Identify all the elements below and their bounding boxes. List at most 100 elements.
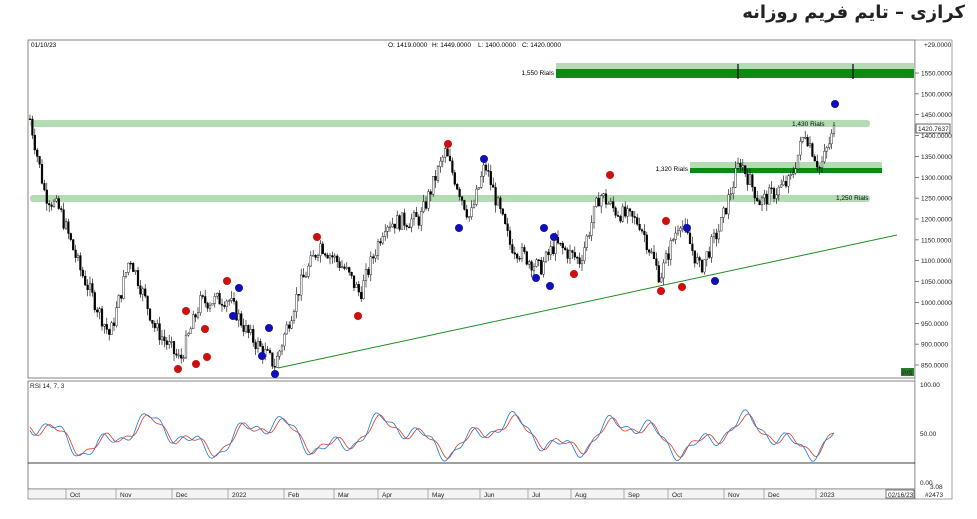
candle-down	[633, 216, 636, 218]
candle-up	[609, 201, 612, 204]
candle-down	[201, 295, 204, 297]
candle-up	[436, 166, 440, 181]
wave-marker-circle	[203, 353, 211, 361]
candle-down	[499, 197, 502, 210]
candle-up	[542, 261, 545, 275]
candle-down	[324, 253, 327, 256]
wave-marker-circle	[455, 224, 463, 232]
candle-up	[213, 295, 216, 304]
candle-down	[458, 188, 461, 197]
candle-up	[775, 194, 778, 199]
candle-down	[367, 269, 370, 275]
candle-down	[144, 288, 147, 297]
candle-down	[81, 269, 84, 277]
candle-down	[38, 156, 41, 165]
candle-up	[156, 323, 159, 329]
candle-up	[362, 280, 365, 299]
candle-up	[600, 195, 603, 207]
candle-down	[492, 184, 495, 188]
candle-down	[624, 206, 627, 217]
price-tick-label: 1050.0000	[921, 279, 952, 286]
candle-down	[360, 291, 363, 299]
candle-down	[112, 322, 116, 326]
candle-up	[55, 198, 58, 202]
candle-down	[547, 251, 550, 256]
price-axis-panel	[914, 39, 953, 500]
candle-down	[417, 216, 420, 226]
candle-up	[748, 174, 752, 185]
candle-up	[777, 186, 780, 196]
price-tick-label: 1200.0000	[921, 217, 952, 224]
candle-down	[516, 253, 519, 259]
candle-up	[520, 247, 524, 259]
candle-up	[134, 270, 137, 272]
candle-up	[285, 324, 288, 335]
candle-up	[727, 194, 730, 215]
candle-down	[218, 292, 221, 305]
candle-down	[33, 134, 36, 151]
level-label-1430: 1,430 Rials	[792, 121, 825, 128]
candle-up	[804, 137, 807, 139]
wave-marker-circle	[683, 224, 691, 232]
candle-down	[242, 325, 245, 332]
candle-up	[626, 208, 629, 217]
candle-down	[297, 294, 300, 296]
wave-markers	[174, 100, 839, 378]
candle-down	[460, 196, 464, 201]
candle-down	[271, 352, 274, 367]
candle-down	[652, 251, 656, 259]
candle-down	[765, 193, 768, 205]
candle-up	[300, 274, 303, 296]
corner-label: P/S	[902, 370, 913, 377]
header-high: H: 1449.0000	[432, 42, 471, 49]
candle-down	[751, 174, 754, 188]
candle-down	[540, 259, 543, 275]
candle-up	[712, 232, 716, 238]
band-1550-dark	[556, 69, 914, 78]
candle-up	[736, 163, 740, 169]
candle-up	[717, 230, 720, 240]
candle-down	[700, 260, 704, 273]
candle-down	[484, 164, 488, 171]
candle-up	[732, 187, 735, 195]
candle-down	[756, 197, 759, 201]
candle-down	[573, 252, 576, 258]
price-tick-label: 1150.0000	[921, 237, 952, 244]
candle-down	[667, 253, 670, 260]
candle-up	[177, 354, 180, 357]
candle-down	[302, 274, 305, 278]
candle-down	[100, 308, 104, 327]
candle-down	[357, 284, 360, 293]
price-tick-label: 1250.0000	[921, 196, 952, 203]
candle-down	[252, 329, 255, 343]
candle-down	[132, 263, 135, 272]
candle-up	[410, 218, 413, 228]
candle-down	[813, 156, 816, 162]
candle-up	[544, 251, 548, 262]
candle-down	[398, 215, 401, 230]
candle-down	[86, 284, 89, 290]
candle-down	[508, 230, 512, 245]
candle-up	[249, 329, 252, 333]
current-price-box	[915, 123, 951, 134]
candle-down	[657, 265, 660, 283]
rsi-signal-line	[29, 413, 835, 459]
candle-down	[429, 191, 432, 195]
candle-down	[331, 255, 334, 258]
candle-up	[696, 257, 699, 264]
candle-up	[340, 266, 344, 268]
end-date-box	[885, 489, 915, 499]
candle-up	[319, 243, 322, 256]
candle-up	[64, 221, 68, 229]
rising-trendline[interactable]	[277, 234, 898, 369]
candle-down	[93, 292, 96, 311]
candle-down	[559, 242, 562, 245]
candle-down	[151, 320, 154, 324]
candle-up	[141, 288, 144, 295]
month-label: Jun	[484, 492, 495, 499]
wave-marker-circle	[540, 224, 548, 232]
candle-up	[669, 240, 672, 260]
candle-down	[578, 257, 581, 265]
candle-down	[148, 308, 152, 321]
